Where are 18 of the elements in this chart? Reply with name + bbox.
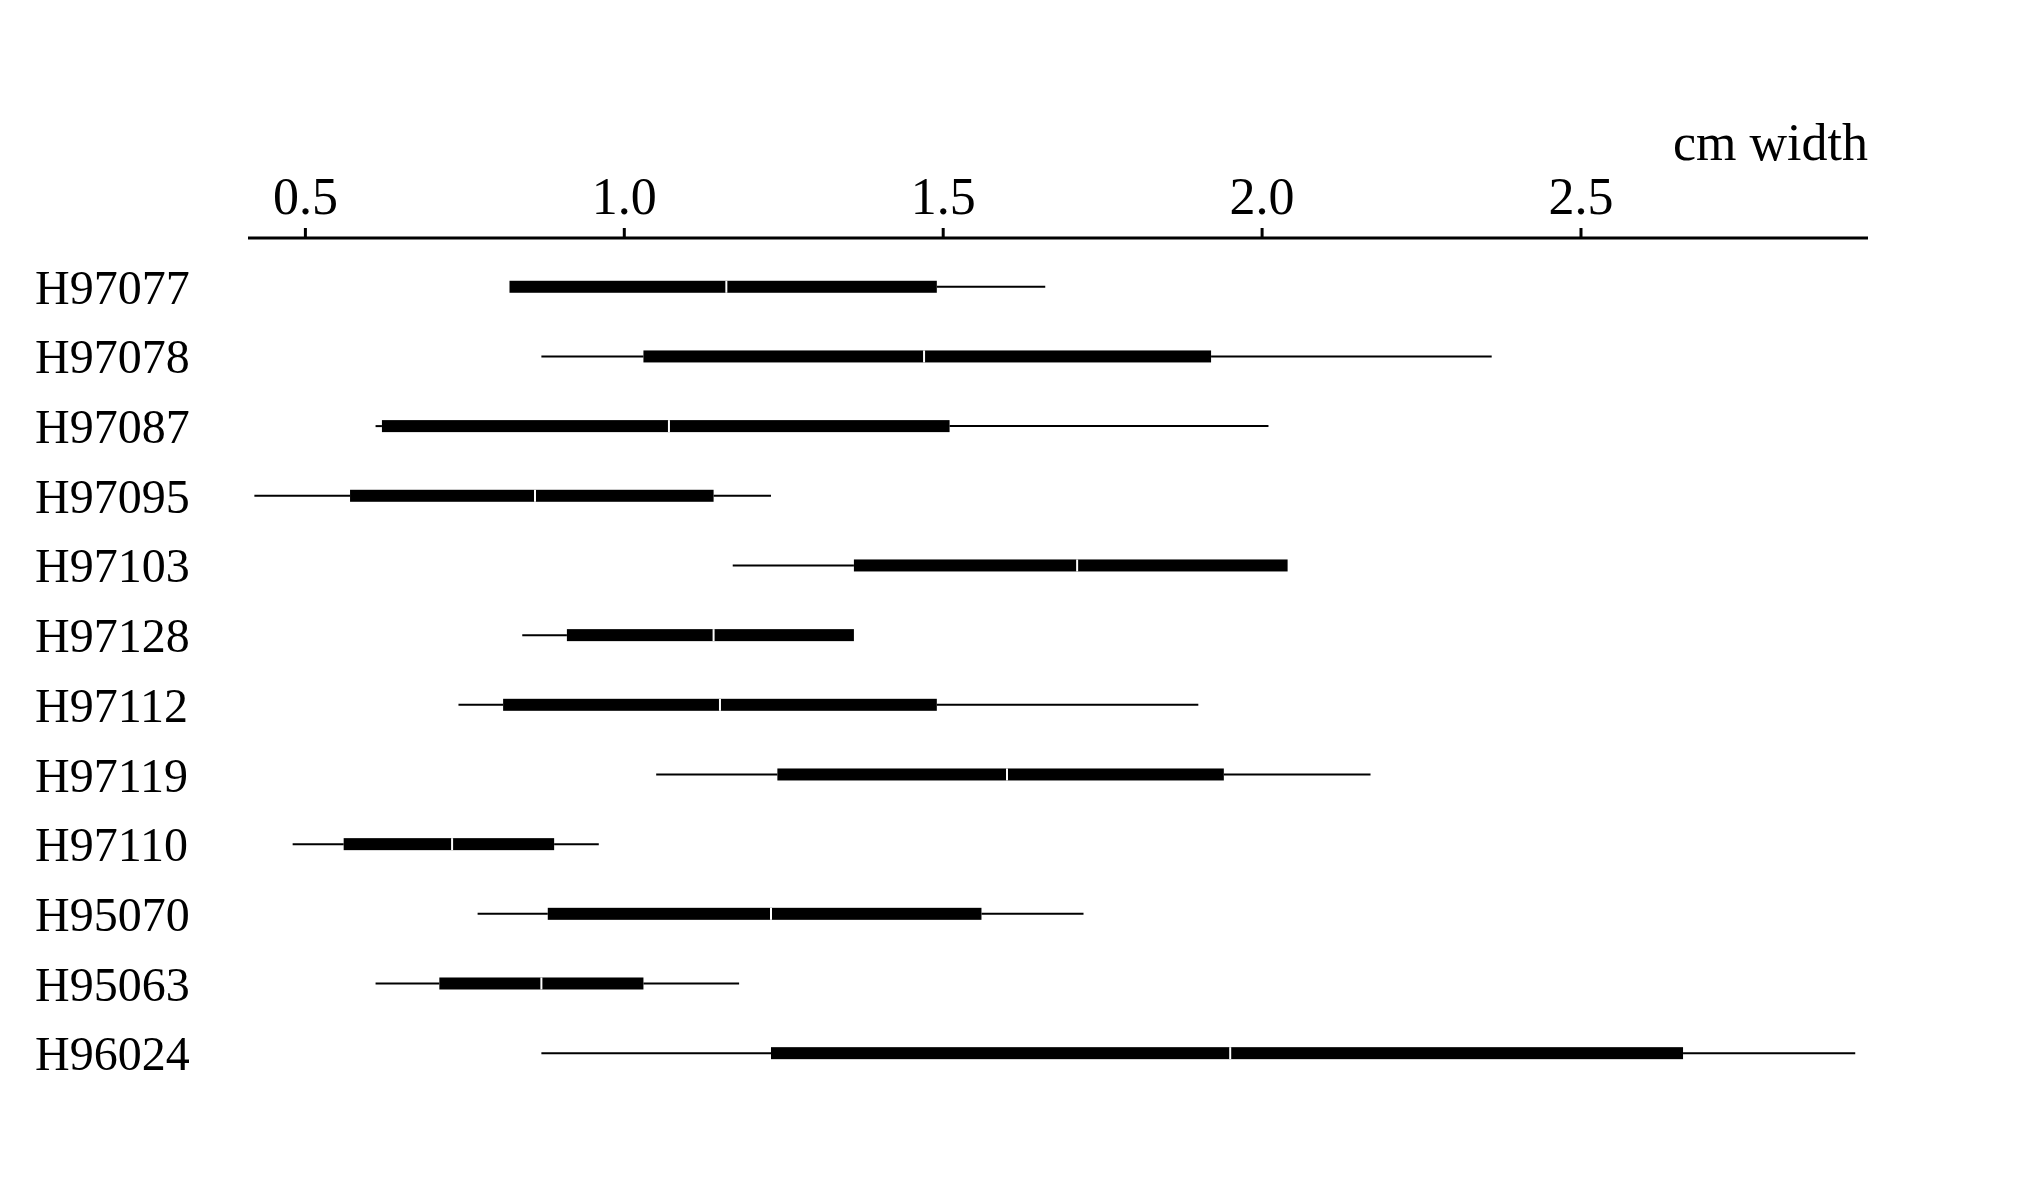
- y-tick-label: H95063: [35, 957, 190, 1011]
- y-tick-label: H97103: [35, 539, 190, 593]
- x-axis-title: cm width: [1673, 113, 1868, 171]
- y-tick-label: H97077: [35, 260, 190, 314]
- x-tick-label: 1.0: [591, 168, 657, 225]
- x-tick-label: 2.0: [1229, 168, 1295, 225]
- y-tick-label: H95070: [35, 887, 190, 941]
- y-tick-label: H97087: [35, 400, 190, 454]
- y-tick-label: H97078: [35, 330, 190, 384]
- y-tick-label: H97119: [35, 748, 188, 802]
- y-tick-label: H97112: [35, 678, 188, 732]
- y-tick-label: H96024: [35, 1027, 190, 1081]
- y-tick-label: H97095: [35, 469, 190, 523]
- x-tick-label: 0.5: [272, 168, 338, 225]
- x-tick-label: 1.5: [910, 168, 976, 225]
- y-tick-label: H97128: [35, 609, 190, 663]
- y-tick-label: H97110: [35, 818, 188, 872]
- x-tick-label: 2.5: [1548, 168, 1614, 225]
